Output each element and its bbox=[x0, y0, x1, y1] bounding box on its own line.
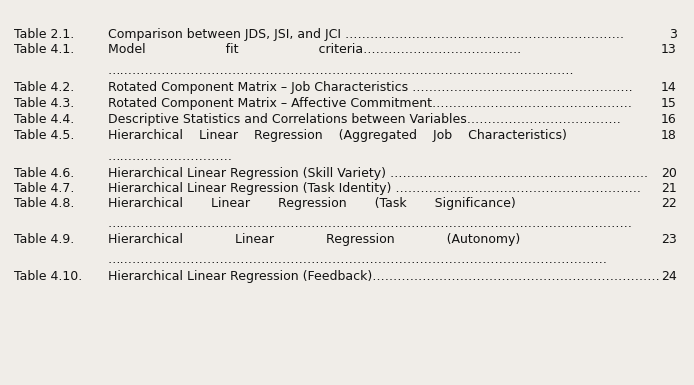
Text: Table 4.7.: Table 4.7. bbox=[14, 182, 74, 195]
Text: 23: 23 bbox=[661, 233, 677, 246]
Text: 14: 14 bbox=[661, 81, 677, 94]
Text: Hierarchical Linear Regression (Feedback)……………………………………………………………: Hierarchical Linear Regression (Feedback… bbox=[108, 270, 659, 283]
Text: Rotated Component Matrix – Job Characteristics ……………………………………………..: Rotated Component Matrix – Job Character… bbox=[108, 81, 632, 94]
Text: Table 4.5.: Table 4.5. bbox=[14, 129, 74, 142]
Text: 24: 24 bbox=[661, 270, 677, 283]
Text: Table 4.8.: Table 4.8. bbox=[14, 198, 74, 211]
Text: Table 4.9.: Table 4.9. bbox=[14, 233, 74, 246]
Text: ………………………………………………………………………………………………………………: …………………………………………………………………………………………………………… bbox=[108, 217, 633, 230]
Text: Hierarchical Linear Regression (Skill Variety) ……………………………………………………..: Hierarchical Linear Regression (Skill Va… bbox=[108, 167, 648, 180]
Text: Hierarchical    Linear    Regression    (Aggregated    Job    Characteristics): Hierarchical Linear Regression (Aggregat… bbox=[108, 129, 566, 142]
Text: Table 4.4.: Table 4.4. bbox=[14, 113, 74, 126]
Text: Comparison between JDS, JSI, and JCI ………………………………………………………….: Comparison between JDS, JSI, and JCI ………… bbox=[108, 28, 624, 41]
Text: …………………………: ………………………… bbox=[108, 150, 232, 163]
Text: …………………………………………………………………………………………………………: ………………………………………………………………………………………………………… bbox=[108, 253, 608, 266]
Text: 21: 21 bbox=[661, 182, 677, 195]
Text: 16: 16 bbox=[661, 113, 677, 126]
Text: Hierarchical Linear Regression (Task Identity) …………………………………………………..: Hierarchical Linear Regression (Task Ide… bbox=[108, 182, 641, 195]
Text: Descriptive Statistics and Correlations between Variables……………………………….: Descriptive Statistics and Correlations … bbox=[108, 113, 620, 126]
Text: 15: 15 bbox=[661, 97, 677, 110]
Text: 22: 22 bbox=[661, 198, 677, 211]
Text: 13: 13 bbox=[661, 44, 677, 57]
Text: 3: 3 bbox=[669, 28, 677, 41]
Text: ………………………………………………………………………………………………….: …………………………………………………………………………………………………. bbox=[108, 64, 574, 77]
Text: 18: 18 bbox=[661, 129, 677, 142]
Text: Hierarchical       Linear       Regression       (Task       Significance): Hierarchical Linear Regression (Task Sig… bbox=[108, 198, 516, 211]
Text: Rotated Component Matrix – Affective Commitment…………………………………………: Rotated Component Matrix – Affective Com… bbox=[108, 97, 632, 110]
Text: Model                    fit                    criteria………………………………..: Model fit criteria……………………………….. bbox=[108, 44, 520, 57]
Text: Hierarchical             Linear             Regression             (Autonomy): Hierarchical Linear Regression (Autonomy… bbox=[108, 233, 520, 246]
Text: Table 4.6.: Table 4.6. bbox=[14, 167, 74, 180]
Text: Table 4.1.: Table 4.1. bbox=[14, 44, 74, 57]
Text: 20: 20 bbox=[661, 167, 677, 180]
Text: Table 4.2.: Table 4.2. bbox=[14, 81, 74, 94]
Text: Table 4.3.: Table 4.3. bbox=[14, 97, 74, 110]
Text: Table 4.10.: Table 4.10. bbox=[14, 270, 82, 283]
Text: Table 2.1.: Table 2.1. bbox=[14, 28, 74, 41]
